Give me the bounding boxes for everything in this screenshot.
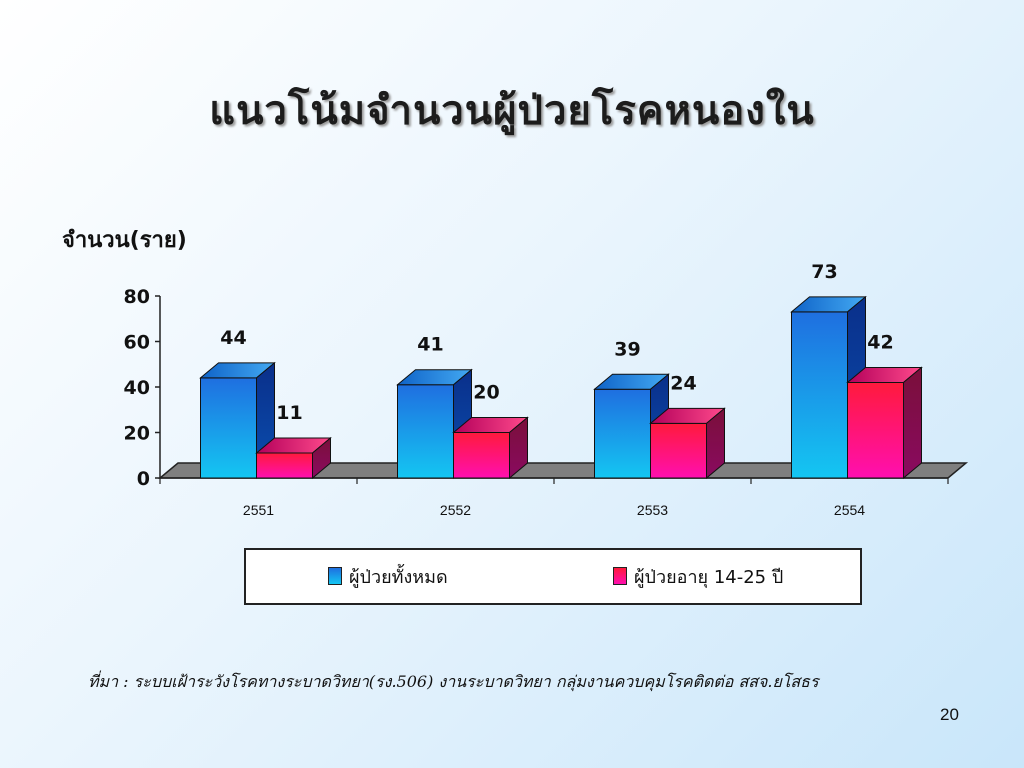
bar-side [706, 407, 725, 480]
bar-front [200, 377, 257, 479]
data-label: 73 [811, 261, 837, 283]
legend-label: ผู้ป่วยทั้งหมด [349, 566, 448, 588]
bar-front [594, 388, 651, 479]
legend-swatch-blue [328, 567, 342, 585]
bar-age-14-25 [846, 366, 923, 480]
y-axis-label: จำนวน(ราย) [62, 228, 187, 253]
slide-title: แนวโน้มจำนวนผู้ป่วยโรคหนองใน [209, 88, 815, 134]
x-tick-label: 2552 [440, 502, 471, 518]
legend-item-all-patients: ผู้ป่วยทั้งหมด [328, 565, 448, 588]
data-label: 44 [220, 327, 246, 349]
legend-swatch-pink [613, 567, 627, 585]
legend-label: ผู้ป่วยอายุ 14-25 ปี [634, 566, 784, 588]
bar-age-14-25 [452, 416, 529, 480]
y-tick-label: 60 [124, 332, 150, 354]
bar-side [312, 436, 331, 480]
x-tick-label: 2551 [243, 502, 274, 518]
bar-front [791, 311, 848, 479]
data-label: 20 [473, 382, 499, 404]
y-tick-label: 80 [124, 286, 150, 308]
y-tick-label: 20 [124, 423, 150, 445]
bar-front [397, 384, 454, 479]
chart-legend: ผู้ป่วยทั้งหมด ผู้ป่วยอายุ 14-25 ปี [244, 548, 862, 605]
bar-front [847, 381, 904, 479]
bar-age-14-25 [255, 436, 332, 480]
legend-item-age-14-25: ผู้ป่วยอายุ 14-25 ปี [613, 565, 783, 588]
x-tick-label: 2554 [834, 502, 865, 518]
bar-all-patients [396, 368, 473, 480]
y-tick-label: 0 [137, 468, 150, 490]
y-tick-label: 40 [124, 377, 150, 399]
data-label: 11 [276, 402, 302, 424]
source-note: ที่มา : ระบบเฝ้าระวังโรคทางระบาดวิทยา(รง… [88, 672, 819, 691]
bar-age-14-25 [649, 407, 726, 480]
bar-side [509, 416, 528, 480]
bar-front [256, 452, 313, 479]
bar-front [650, 422, 707, 479]
data-label: 42 [867, 331, 893, 353]
data-label: 24 [670, 372, 696, 394]
data-label: 39 [614, 338, 640, 360]
bar-chart: 0 20 40 60 80 2551 2552 2553 2554 44 11 41 20 39 24 73 4… [124, 261, 969, 518]
x-tick-label: 2553 [637, 502, 668, 518]
page-number: 20 [940, 705, 959, 724]
bar-front [453, 432, 510, 479]
bar-side [903, 366, 922, 480]
data-label: 41 [417, 334, 443, 356]
